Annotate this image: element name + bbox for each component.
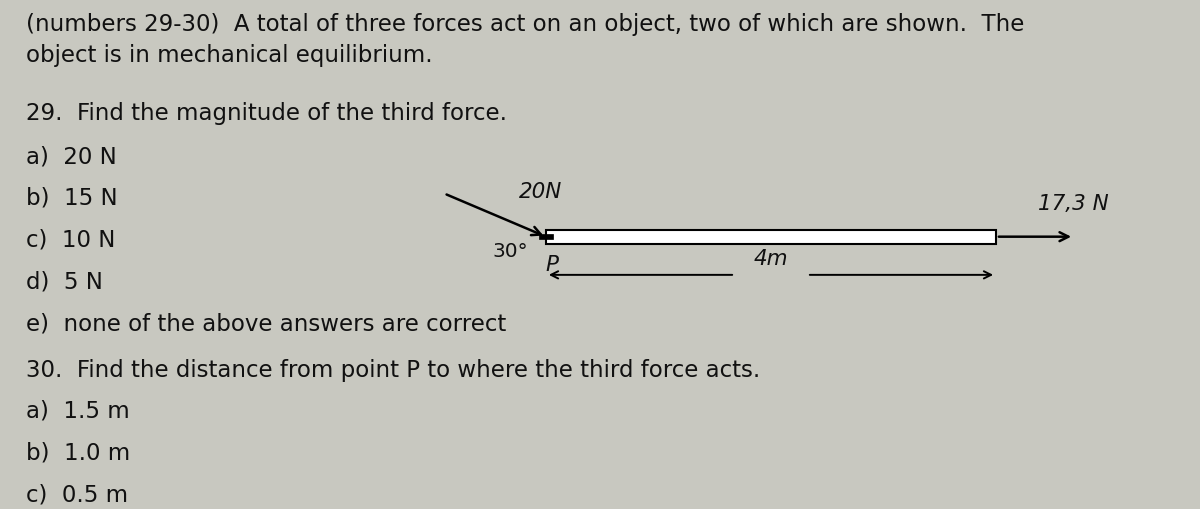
Text: 29.  Find the magnitude of the third force.: 29. Find the magnitude of the third forc… <box>26 102 508 125</box>
Text: 30°: 30° <box>492 242 528 261</box>
Text: b)  15 N: b) 15 N <box>26 187 118 210</box>
Text: 17,3 N: 17,3 N <box>1038 194 1109 214</box>
Text: c)  10 N: c) 10 N <box>26 229 115 251</box>
Bar <box>540 234 553 240</box>
Text: 30.  Find the distance from point P to where the third force acts.: 30. Find the distance from point P to wh… <box>26 359 761 382</box>
Text: c)  0.5 m: c) 0.5 m <box>26 483 128 506</box>
Text: P: P <box>546 255 558 275</box>
Text: a)  20 N: a) 20 N <box>26 145 118 168</box>
Bar <box>546 230 996 244</box>
Text: (numbers 29-30)  A total of three forces act on an object, two of which are show: (numbers 29-30) A total of three forces … <box>26 13 1025 67</box>
Text: 20N: 20N <box>520 182 563 202</box>
Text: a)  1.5 m: a) 1.5 m <box>26 400 130 422</box>
Text: b)  1.0 m: b) 1.0 m <box>26 441 131 464</box>
Text: d)  5 N: d) 5 N <box>26 270 103 293</box>
Text: e)  none of the above answers are correct: e) none of the above answers are correct <box>26 312 506 335</box>
Text: 4m: 4m <box>754 249 788 269</box>
